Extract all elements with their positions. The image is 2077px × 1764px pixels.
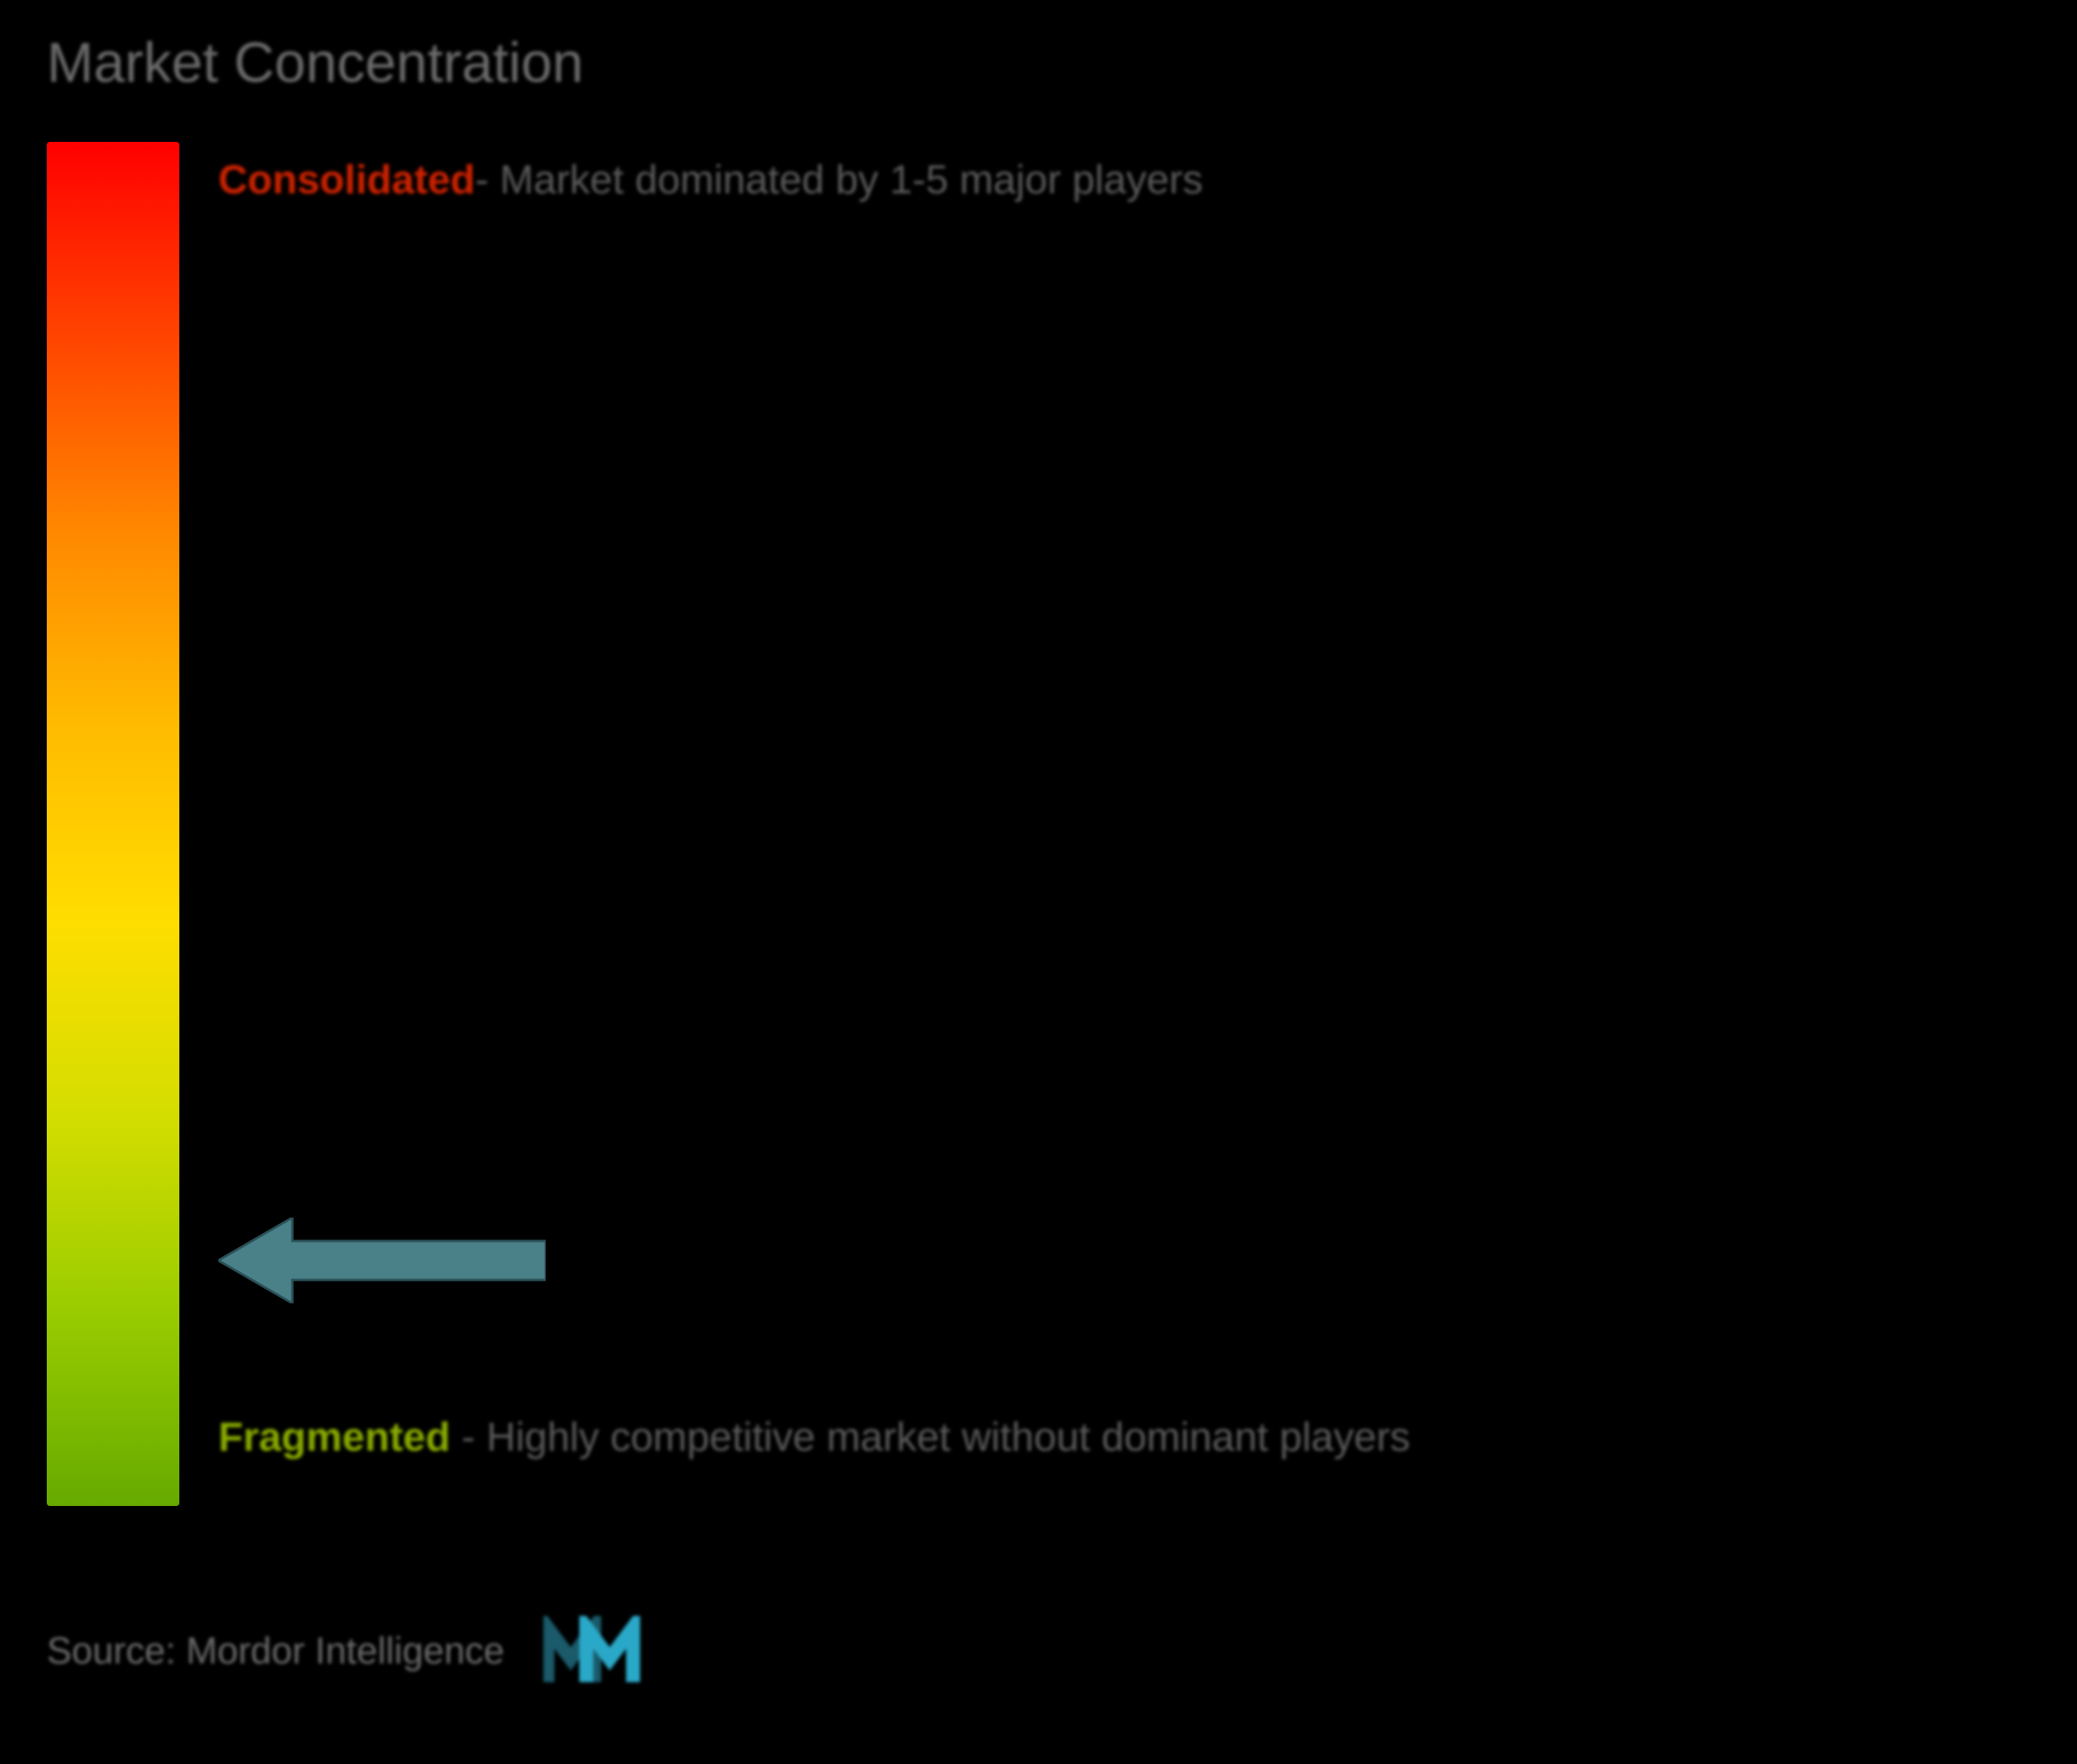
page-title: Market Concentration <box>47 31 2030 95</box>
source-attribution: Source: Mordor Intelligence <box>47 1630 504 1673</box>
fragmented-label: Fragmented - Highly competitive market w… <box>218 1402 1410 1475</box>
source-name: Mordor Intelligence <box>186 1631 504 1672</box>
indicator-arrow-icon <box>218 1218 546 1303</box>
consolidated-highlight: Consolidated <box>218 157 475 203</box>
concentration-gradient-bar <box>47 142 179 1506</box>
fragmented-highlight: Fragmented <box>218 1415 451 1460</box>
consolidated-label: Consolidated- Market dominated by 1-5 ma… <box>218 150 1203 210</box>
fragmented-description: - Highly competitive market without domi… <box>451 1415 1410 1460</box>
mordor-logo-icon <box>543 1616 645 1686</box>
labels-container: Consolidated- Market dominated by 1-5 ma… <box>218 142 2030 1506</box>
consolidated-description: - Market dominated by 1-5 major players <box>475 157 1203 203</box>
source-label: Source: <box>47 1631 175 1672</box>
footer: Source: Mordor Intelligence <box>47 1616 645 1686</box>
content-area: Consolidated- Market dominated by 1-5 ma… <box>47 142 2030 1506</box>
